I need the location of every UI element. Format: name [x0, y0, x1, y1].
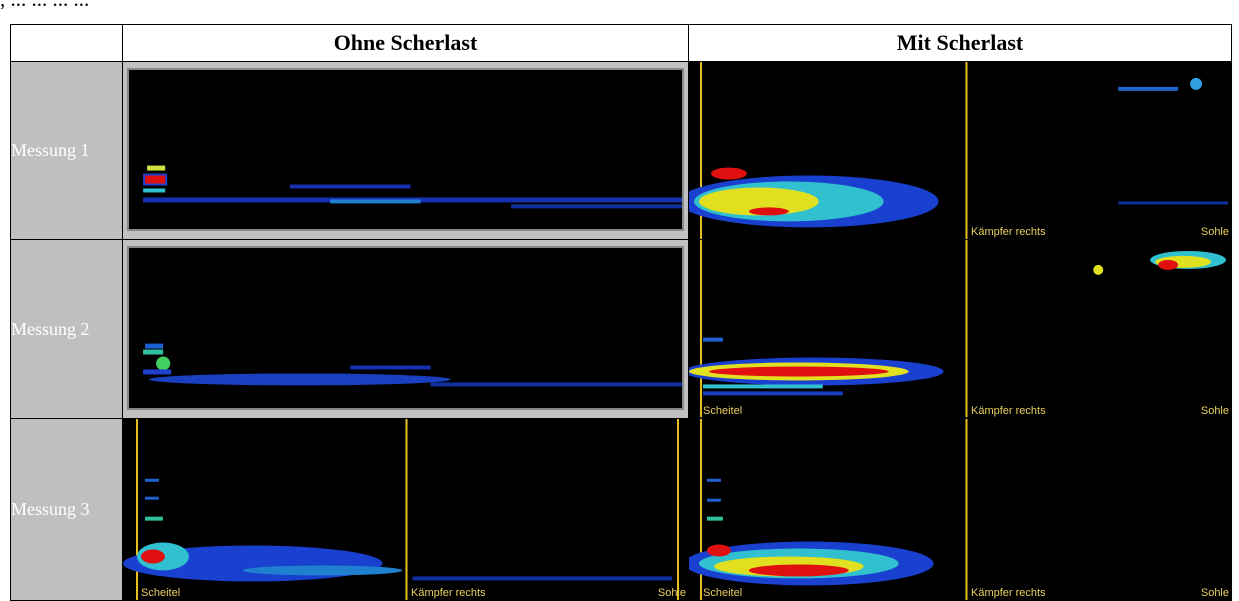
label-kaempfer-ohne-3: Kämpfer rechts — [411, 587, 486, 599]
heatmap-image-mit-1: Kämpfer rechts Sohle — [689, 62, 1231, 240]
label-sohle-ohne-3: Sohle — [657, 587, 686, 599]
heatmap-image-mit-2: Scheitel Kämpfer rechts Sohle — [689, 240, 1231, 418]
heatmap-cell-ohne-3: Scheitel Kämpfer rechts Sohle — [122, 417, 689, 601]
row-label-messung-2: Messung 2 — [10, 239, 123, 419]
label-kaempfer-mit-2: Kämpfer rechts — [971, 404, 1046, 417]
column-header-ohne: Ohne Scherlast — [122, 23, 689, 63]
label-sohle-mit-3: Sohle — [1200, 587, 1229, 599]
heatmap-image-ohne-2 — [127, 246, 684, 410]
partial-caption-text: , ... ... ... ... — [0, 0, 1239, 9]
heatmap-cell-mit-2: Scheitel Kämpfer rechts Sohle — [688, 239, 1232, 419]
heatmap-cell-mit-1: Kämpfer rechts Sohle — [688, 61, 1232, 241]
label-scheitel-mit-3: Scheitel — [703, 587, 743, 599]
comparison-table: Ohne Scherlast Mit Scherlast Messung 1 — [10, 23, 1232, 601]
column-header-mit: Mit Scherlast — [688, 23, 1232, 63]
heatmap-image-ohne-1 — [127, 68, 684, 232]
label-sohle-mit-2: Sohle — [1200, 404, 1229, 417]
heatmap-cell-ohne-2 — [122, 239, 689, 419]
heatmap-cell-ohne-1 — [122, 61, 689, 241]
heatmap-image-mit-3: Scheitel Kämpfer rechts Sohle — [689, 418, 1231, 600]
row-label-messung-3: Messung 3 — [10, 417, 123, 601]
heatmap-cell-mit-3: Scheitel Kämpfer rechts Sohle — [688, 417, 1232, 601]
label-kaempfer-mit-1: Kämpfer rechts — [971, 226, 1046, 239]
row-label-messung-1: Messung 1 — [10, 61, 123, 241]
label-scheitel-mit-2: Scheitel — [703, 404, 743, 417]
heatmap-image-ohne-3: Scheitel Kämpfer rechts Sohle — [123, 418, 688, 600]
corner-cell — [10, 23, 123, 63]
label-kaempfer-mit-3: Kämpfer rechts — [971, 587, 1046, 599]
label-sohle-mit-1: Sohle — [1200, 226, 1229, 239]
label-scheitel-ohne-3: Scheitel — [141, 587, 181, 599]
